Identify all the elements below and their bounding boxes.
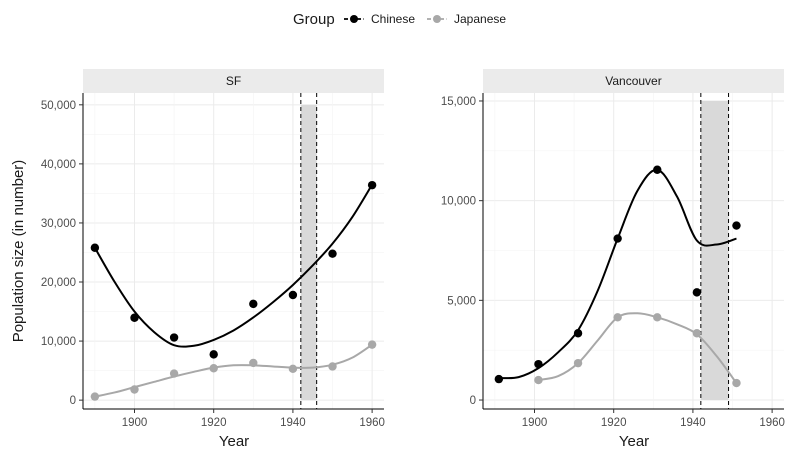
data-point bbox=[328, 249, 337, 258]
data-point bbox=[613, 313, 622, 322]
legend-item-chinese: Chinese bbox=[344, 12, 415, 26]
facet-strip-label: Vancouver bbox=[605, 74, 661, 88]
data-point bbox=[288, 364, 298, 374]
y-tick-label: 15,000 bbox=[441, 96, 476, 108]
x-axis-title: Year bbox=[219, 433, 249, 450]
data-point bbox=[130, 385, 139, 394]
data-point bbox=[288, 290, 298, 300]
y-tick-label: 50,000 bbox=[41, 100, 76, 112]
legend-key-point bbox=[433, 15, 441, 23]
data-point bbox=[494, 374, 504, 384]
data-point bbox=[169, 333, 179, 342]
y-axis-title: Population size (in number) bbox=[10, 160, 27, 343]
y-tick-label: 0 bbox=[70, 395, 76, 407]
legend-label: Chinese bbox=[371, 12, 415, 26]
facet-strip bbox=[83, 69, 384, 93]
data-point bbox=[249, 299, 258, 309]
legend: Group Chinese Japanese bbox=[293, 11, 506, 28]
y-tick-label: 20,000 bbox=[41, 277, 76, 289]
panel-sf: SF 0 10,000 20,000 30,000 40,000 50,000 1900 192… bbox=[41, 69, 385, 429]
y-tick-label: 0 bbox=[470, 395, 476, 407]
facet-strip bbox=[483, 69, 784, 93]
data-point bbox=[613, 234, 622, 243]
smooth-line bbox=[538, 312, 738, 384]
data-point bbox=[534, 375, 543, 385]
y-tick-label: 10,000 bbox=[41, 336, 76, 348]
legend-title: Group bbox=[293, 11, 335, 28]
data-point bbox=[732, 378, 741, 388]
panel-vancouver: Vancouver 0 5,000 10,000 15,000 1900 1920 1940 1… bbox=[441, 69, 785, 429]
y-tick-label: 5,000 bbox=[447, 295, 476, 307]
data-point bbox=[534, 359, 543, 369]
data-point bbox=[367, 340, 377, 349]
data-point bbox=[328, 362, 337, 371]
data-point bbox=[130, 313, 139, 322]
x-tick-label: 1940 bbox=[280, 417, 306, 429]
data-point bbox=[169, 369, 179, 378]
series-chinese bbox=[90, 180, 377, 359]
x-tick-label: 1900 bbox=[122, 417, 148, 429]
data-point bbox=[367, 180, 377, 190]
x-tick-label: 1920 bbox=[601, 417, 627, 429]
x-tick-label: 1960 bbox=[759, 417, 785, 429]
data-point bbox=[692, 329, 702, 338]
data-point bbox=[209, 364, 218, 373]
data-point bbox=[209, 350, 218, 359]
y-tick-label: 30,000 bbox=[41, 218, 76, 230]
x-tick-label: 1960 bbox=[359, 417, 385, 429]
data-point bbox=[732, 221, 741, 230]
y-tick-label: 10,000 bbox=[441, 196, 476, 208]
data-point bbox=[249, 358, 258, 368]
x-axis-title: Year bbox=[619, 433, 649, 450]
facet-strip-label: SF bbox=[226, 74, 241, 88]
x-tick-label: 1940 bbox=[680, 417, 706, 429]
data-point bbox=[90, 392, 100, 401]
data-point bbox=[90, 243, 100, 252]
shaded-interval bbox=[700, 100, 729, 401]
smooth-line bbox=[94, 343, 373, 398]
data-point bbox=[692, 288, 702, 297]
data-point bbox=[573, 358, 583, 368]
series-chinese bbox=[494, 165, 741, 384]
smooth-line bbox=[94, 184, 373, 348]
data-point bbox=[653, 313, 662, 322]
x-tick-label: 1920 bbox=[201, 417, 227, 429]
shaded-interval bbox=[300, 104, 317, 401]
legend-key-point bbox=[350, 15, 358, 23]
x-tick-label: 1900 bbox=[522, 417, 548, 429]
legend-item-japanese: Japanese bbox=[427, 12, 506, 26]
y-tick-label: 40,000 bbox=[41, 159, 76, 171]
legend-label: Japanese bbox=[454, 12, 506, 26]
series-japanese bbox=[90, 340, 377, 401]
series-japanese bbox=[534, 312, 741, 388]
data-point bbox=[573, 329, 583, 338]
data-point bbox=[653, 165, 662, 174]
